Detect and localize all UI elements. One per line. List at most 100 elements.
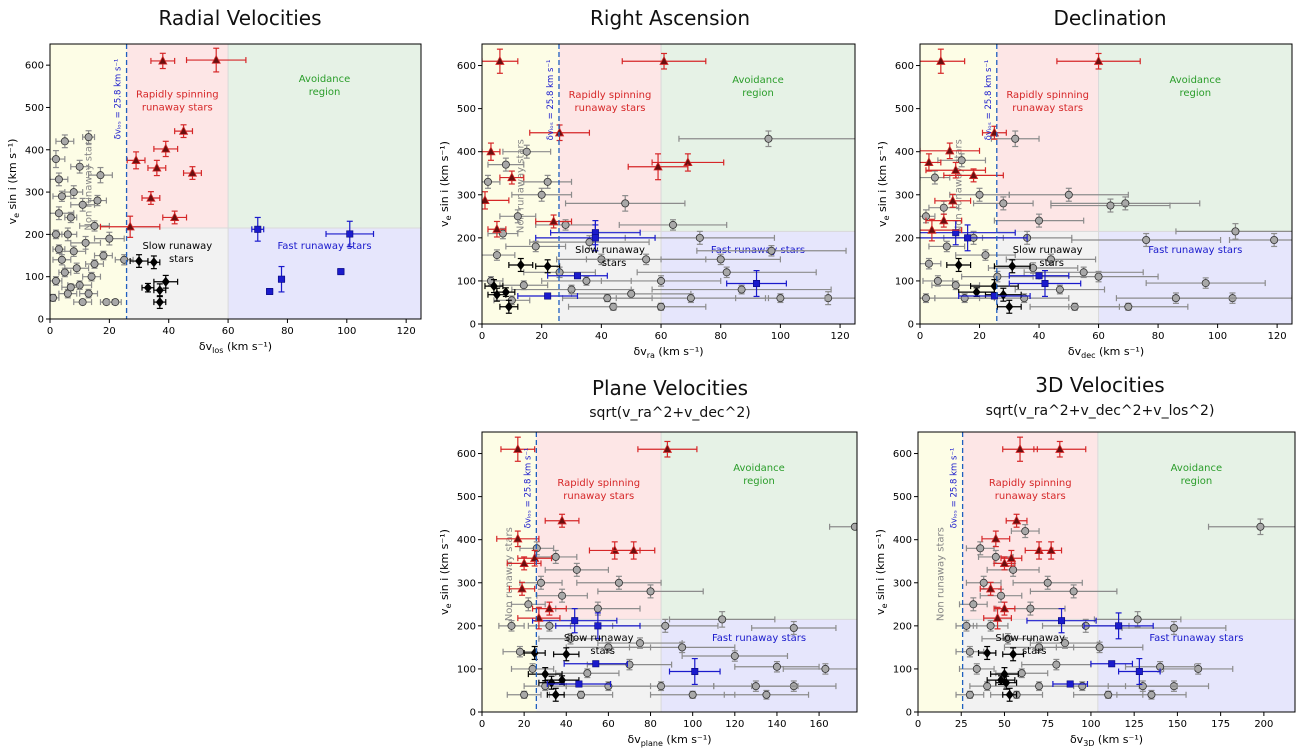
data-point-non-runaway — [962, 621, 971, 630]
region-spinning — [536, 432, 662, 620]
data-point-non-runaway — [498, 229, 507, 238]
region-non-runaway — [482, 432, 537, 712]
data-point-slow — [543, 261, 552, 272]
region-avoidance — [228, 44, 421, 229]
region-label-line: runaway stars — [563, 491, 634, 502]
data-point-spinning — [507, 172, 517, 182]
x-tick-label: 40 — [560, 719, 573, 730]
data-point-fast — [254, 225, 262, 233]
data-point-spinning — [517, 583, 527, 593]
data-point-non-runaway — [531, 242, 540, 251]
data-point-spinning — [486, 146, 496, 156]
data-point-non-runaway — [54, 245, 63, 254]
data-point-spinning — [991, 533, 1001, 543]
data-point-non-runaway — [93, 196, 102, 205]
data-point-non-runaway — [614, 578, 623, 587]
data-point-non-runaway — [975, 190, 984, 199]
data-point-spinning — [992, 612, 1003, 622]
data-point-spinning — [945, 145, 955, 155]
axis-label-part: δv — [1068, 345, 1082, 358]
data-point-non-runaway — [939, 203, 948, 212]
region-slow — [962, 619, 1098, 712]
data-point-slow — [492, 289, 501, 300]
plot-area: Rapidly spinning runaway stars Avoidance re… — [50, 44, 421, 319]
y-tick-label: 200 — [25, 230, 44, 241]
data-point-non-runaway — [999, 199, 1008, 208]
region-spinning — [126, 44, 229, 229]
axes-frame — [919, 43, 1293, 325]
data-point-non-runaway — [84, 133, 93, 142]
data-point-spinning — [557, 515, 567, 525]
axis-label-part: v — [438, 608, 451, 615]
data-point-spinning — [1015, 443, 1025, 453]
axis-label-sub: e — [444, 603, 453, 608]
data-point-non-runaway — [551, 552, 560, 561]
y-tick-label: 300 — [457, 578, 476, 589]
data-point-non-runaway — [991, 552, 1000, 561]
region-label-slow: Slow runaway stars — [575, 245, 645, 269]
region-label-line: Rapidly spinning — [1006, 90, 1089, 101]
data-point-fast — [691, 668, 699, 676]
data-point-non-runaway — [585, 238, 594, 247]
y-tick-label: 100 — [895, 276, 914, 287]
region-label-line: stars — [602, 258, 627, 269]
region-label-avoidance: Avoidance region — [299, 74, 351, 98]
data-point-non-runaway — [1064, 190, 1073, 199]
data-point-non-runaway — [981, 251, 990, 260]
data-point-non-runaway — [63, 289, 72, 298]
region-label-non-runaway: Non runaway stars — [515, 139, 526, 233]
data-point-non-runaway — [657, 276, 666, 285]
threshold-label: δvₗₒₛ = 25.8 km s⁻¹ — [523, 448, 533, 529]
axis-label-sub: e — [12, 213, 21, 218]
region-spinning — [558, 44, 662, 232]
x-tick-label: 40 — [162, 326, 175, 337]
data-point-slow — [547, 677, 556, 688]
axes-frame — [917, 431, 1296, 713]
data-point-non-runaway — [50, 293, 57, 302]
region-label-spinning: Rapidly spinning runaway stars — [989, 478, 1072, 502]
axis-label-part: sin i (km s⁻¹) — [874, 529, 887, 603]
data-point-non-runaway — [762, 690, 771, 699]
data-point-non-runaway — [789, 624, 798, 633]
region-label-slow: Slow runaway stars — [995, 633, 1065, 657]
data-point-non-runaway — [657, 682, 666, 691]
plot-area: Rapidly spinning runaway stars Avoidance re… — [920, 44, 1292, 324]
x-tick-label: 0 — [917, 331, 923, 342]
data-point-non-runaway — [1194, 664, 1203, 673]
data-point-slow — [1008, 261, 1017, 272]
axis-label-sub: los — [212, 346, 223, 355]
data-point-non-runaway — [51, 276, 60, 285]
axis-label-part: (km s⁻¹) — [1094, 733, 1143, 746]
data-point-slow — [149, 257, 158, 268]
data-point-non-runaway — [695, 233, 704, 242]
data-point-spinning — [158, 55, 168, 65]
data-point-non-runaway — [537, 190, 546, 199]
data-point-non-runaway — [75, 162, 84, 171]
data-point-non-runaway — [66, 213, 75, 222]
data-point-non-runaway — [520, 690, 529, 699]
data-point-non-runaway — [1147, 690, 1156, 699]
data-point-spinning — [492, 223, 502, 233]
data-point-spinning — [653, 161, 663, 171]
data-point-non-runaway — [1094, 272, 1103, 281]
x-tick-label: 100 — [1081, 719, 1100, 730]
region-label-line: stars — [1022, 646, 1047, 657]
threshold-label: δvₗₒₛ = 25.8 km s⁻¹ — [950, 448, 960, 529]
data-point-slow — [161, 276, 170, 287]
x-tick-label: 25 — [955, 719, 968, 730]
data-point-spinning — [936, 55, 946, 65]
y-tick-label: 100 — [893, 664, 912, 675]
data-point-non-runaway — [951, 281, 960, 290]
data-point-fast — [544, 292, 552, 300]
x-tick-label: 20 — [103, 326, 116, 337]
x-tick-label: 100 — [771, 331, 790, 342]
axis-label-part: v — [438, 220, 451, 227]
data-point-non-runaway — [979, 578, 988, 587]
data-point-non-runaway — [976, 544, 985, 553]
y-tick-label: 0 — [908, 320, 914, 331]
title-ra: Right Ascension — [590, 6, 750, 30]
data-point-spinning — [662, 443, 673, 453]
data-point-non-runaway — [1052, 660, 1061, 669]
